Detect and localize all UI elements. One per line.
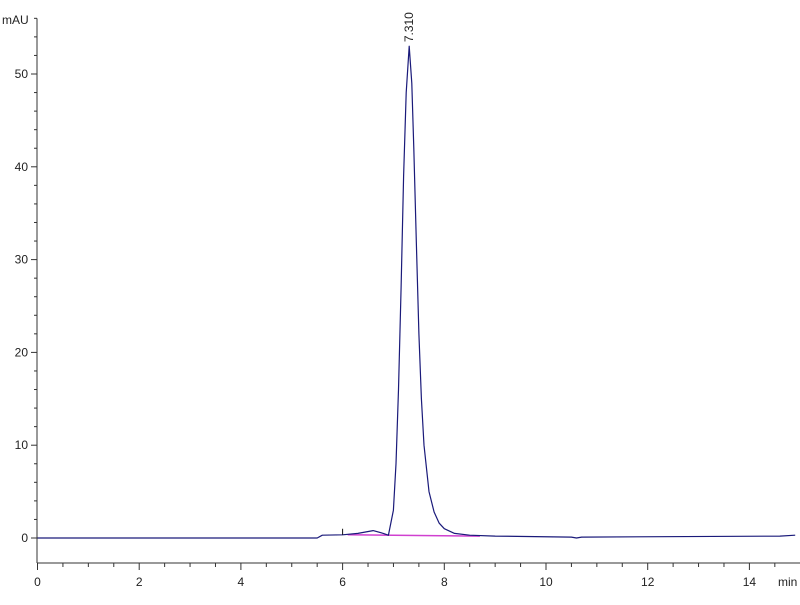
x-tick-label: 8 bbox=[441, 575, 448, 589]
x-tick-label: 14 bbox=[743, 575, 757, 589]
integration-baseline bbox=[347, 534, 480, 537]
x-tick-label: 2 bbox=[136, 575, 143, 589]
x-axis-label: min bbox=[778, 575, 797, 589]
x-tick-label: 4 bbox=[238, 575, 245, 589]
y-tick-label: 20 bbox=[15, 345, 29, 359]
y-axis-label: mAU bbox=[2, 13, 29, 27]
peak-label: 7.310 bbox=[402, 12, 416, 42]
x-tick-label: 10 bbox=[539, 575, 553, 589]
y-tick-label: 10 bbox=[15, 438, 29, 452]
x-tick-label: 6 bbox=[339, 575, 346, 589]
y-tick-label: 40 bbox=[15, 160, 29, 174]
x-tick-label: 12 bbox=[641, 575, 655, 589]
signal-trace bbox=[37, 45, 796, 539]
y-tick-label: 50 bbox=[15, 67, 29, 81]
y-tick-label: 30 bbox=[15, 253, 29, 267]
x-tick-label: 0 bbox=[34, 575, 41, 589]
y-tick-label: 0 bbox=[21, 531, 28, 545]
